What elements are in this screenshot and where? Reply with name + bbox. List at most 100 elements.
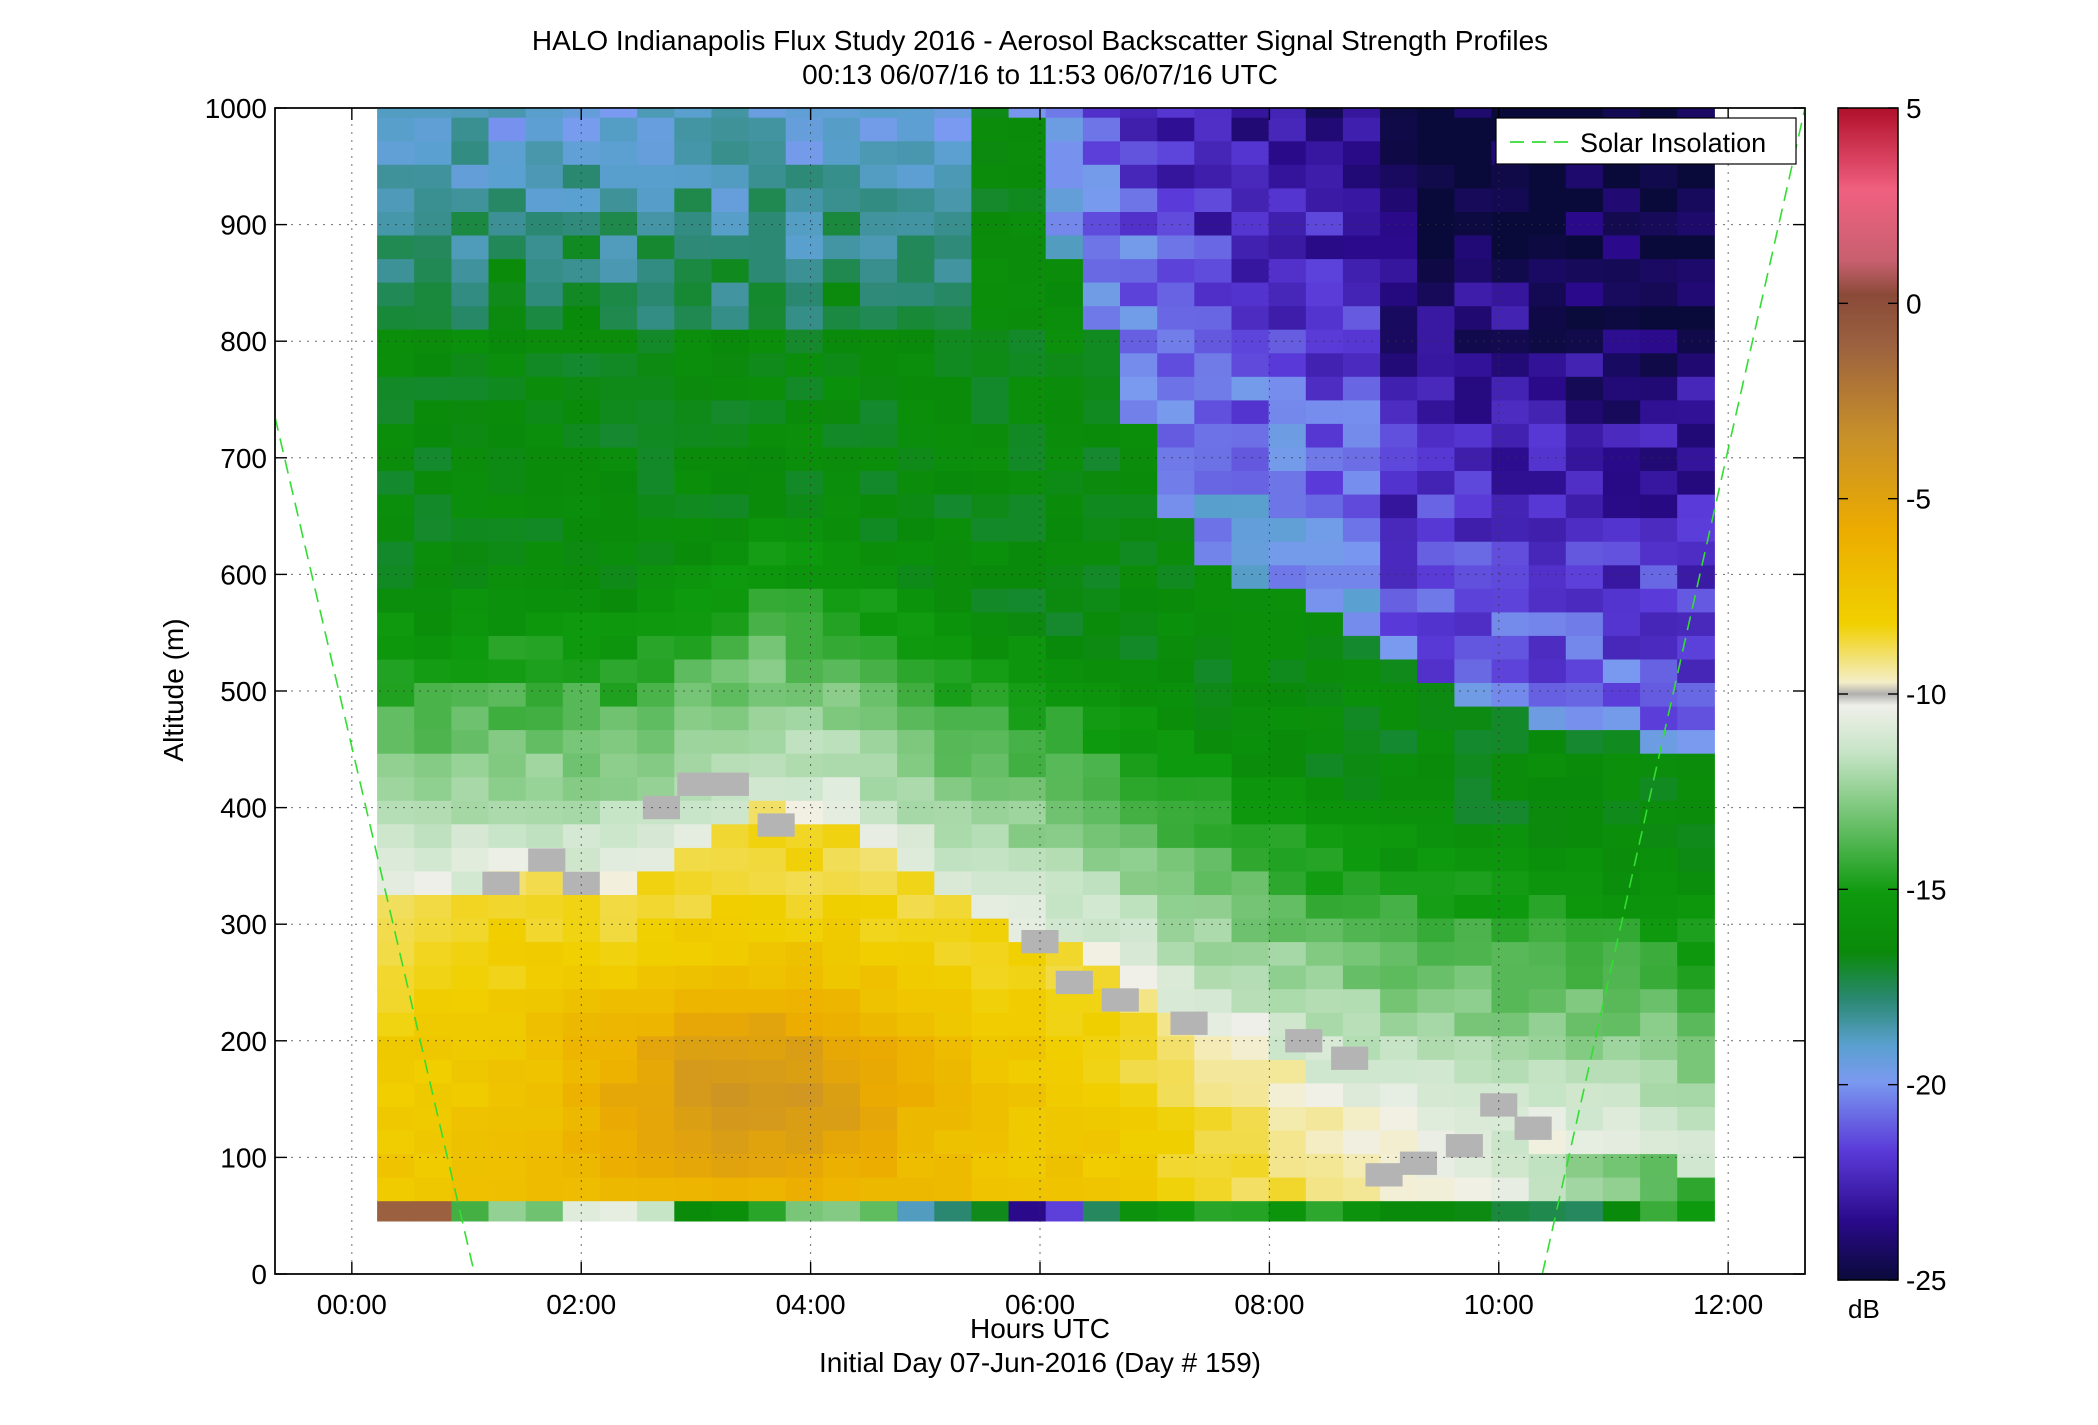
heatmap-cell-gray [1365, 1163, 1403, 1187]
heatmap-cell [1082, 140, 1121, 165]
heatmap-cell [637, 108, 675, 118]
heatmap-cell [637, 1035, 675, 1060]
heatmap-cell [1677, 164, 1715, 189]
heatmap-cell [822, 1059, 861, 1084]
heatmap-cell-surface [1565, 1200, 1604, 1222]
heatmap-cell-surface [488, 1200, 527, 1222]
heatmap-cell [1120, 1177, 1158, 1202]
heatmap-cell-gray [562, 871, 600, 895]
heatmap-cell [414, 493, 452, 519]
heatmap-cell [414, 823, 452, 848]
heatmap-cell [1157, 140, 1195, 165]
heatmap-cell [711, 870, 750, 895]
heatmap-cell [1342, 1082, 1381, 1107]
heatmap-cell [1565, 753, 1604, 778]
heatmap-cell [1305, 917, 1344, 943]
heatmap-cell [1565, 941, 1604, 966]
heatmap-cell [1454, 493, 1493, 519]
heatmap-cell [1640, 564, 1678, 589]
heatmap-cell [822, 564, 861, 589]
heatmap-cell [1417, 282, 1455, 307]
heatmap-cell [1342, 305, 1381, 330]
heatmap-cell [414, 776, 452, 801]
heatmap-cell [822, 399, 861, 424]
heatmap-cell [1602, 682, 1641, 707]
heatmap-cell [377, 1059, 415, 1084]
heatmap-cell [1454, 682, 1493, 707]
heatmap-cell [488, 1059, 527, 1084]
heatmap-cell [1491, 776, 1530, 801]
heatmap-cell [897, 1082, 935, 1107]
heatmap-cell [562, 399, 601, 424]
heatmap-cell [1045, 800, 1084, 825]
heatmap-cell [562, 211, 601, 236]
heatmap-cell [600, 164, 638, 189]
heatmap-cell [1194, 493, 1232, 519]
heatmap-cell [1454, 1177, 1493, 1202]
heatmap-cell [600, 140, 638, 165]
heatmap-cell [674, 823, 712, 848]
heatmap-cell [1231, 965, 1270, 990]
heatmap-cell [785, 108, 824, 118]
heatmap-cell [1454, 611, 1493, 636]
heatmap-cell [377, 941, 415, 966]
heatmap-cell [711, 234, 750, 260]
heatmap-cell [600, 1035, 638, 1060]
heatmap-cell [1565, 187, 1604, 212]
heatmap-cell [1008, 140, 1047, 165]
heatmap-cell [897, 352, 935, 377]
heatmap-cell [1342, 376, 1381, 401]
heatmap-cell [637, 1082, 675, 1107]
heatmap-cell [562, 611, 601, 636]
heatmap-cell [1640, 399, 1678, 424]
heatmap-cell [451, 917, 490, 943]
heatmap-cell [822, 635, 861, 660]
heatmap-cell [488, 965, 527, 990]
heatmap-cell [1454, 517, 1493, 542]
y-axis-label: Altitude (m) [158, 618, 189, 761]
heatmap-cell [414, 470, 452, 495]
heatmap-cell [748, 234, 787, 260]
heatmap-cell [1565, 108, 1604, 118]
heatmap-cell [822, 823, 861, 848]
heatmap-cell [674, 108, 712, 118]
heatmap-cell [1677, 753, 1715, 778]
heatmap-cell [1231, 164, 1270, 189]
heatmap-cell [1305, 823, 1344, 848]
heatmap-cell [1602, 658, 1641, 683]
heatmap-cell [860, 1082, 898, 1107]
heatmap-cell [1008, 800, 1047, 825]
heatmap-cell [1491, 517, 1530, 542]
heatmap-cell [525, 870, 564, 895]
heatmap-cell [1268, 446, 1307, 471]
heatmap-cell [1602, 965, 1641, 990]
heatmap-cell [1640, 658, 1678, 683]
heatmap-cell [934, 446, 972, 471]
heatmap-cell-gray [1514, 1116, 1552, 1140]
heatmap-cell [1417, 258, 1455, 283]
heatmap-cell [1602, 329, 1641, 354]
heatmap-cell [897, 376, 935, 401]
heatmap-cell [1677, 1106, 1715, 1131]
heatmap-cell [1194, 941, 1232, 966]
heatmap-cell [1120, 682, 1158, 707]
heatmap-cell [860, 1106, 898, 1131]
heatmap-cell-surface [1157, 1200, 1195, 1222]
heatmap-cell-surface [1008, 1200, 1047, 1222]
heatmap-cell [748, 164, 787, 189]
heatmap-cell [1157, 164, 1195, 189]
heatmap-cell [488, 517, 527, 542]
heatmap-cell [971, 493, 1010, 519]
heatmap-cell [1491, 635, 1530, 660]
heatmap-cell [1268, 352, 1307, 377]
heatmap-cell [414, 682, 452, 707]
heatmap-cell [971, 658, 1010, 683]
heatmap-cell [1305, 988, 1344, 1013]
heatmap-cell [971, 988, 1010, 1013]
heatmap-cell [377, 541, 415, 566]
heatmap-cell [1342, 965, 1381, 990]
heatmap-cell-surface [1342, 1200, 1381, 1222]
heatmap-cell [1565, 870, 1604, 895]
heatmap-cell [1380, 941, 1418, 966]
solar-insolation-line [274, 416, 476, 1275]
